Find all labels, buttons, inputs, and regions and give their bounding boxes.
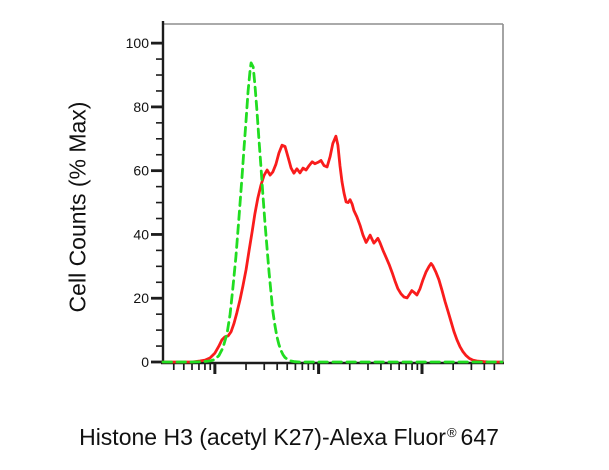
y-tick-label: 40: [133, 226, 149, 242]
x-axis-label: Histone H3 (acetyl K27)-Alexa Fluor® 647: [79, 424, 499, 451]
y-axis-label: Cell Counts (% Max): [64, 101, 91, 313]
y-tick-label: 80: [133, 99, 149, 115]
x-axis-ticks: [172, 364, 496, 374]
y-tick-label: 20: [133, 290, 149, 306]
y-tick-label: 0: [141, 354, 149, 370]
x-axis-label-suffix: 647: [460, 424, 499, 450]
y-tick-label: 100: [126, 35, 150, 51]
red-solid-curve: [161, 134, 504, 364]
y-axis-ticks: 0 20 40 60 80 100: [126, 35, 162, 370]
x-axis-label-text: Histone H3 (acetyl K27)-Alexa Fluor: [79, 424, 446, 450]
green-dashed-curve: [161, 61, 504, 364]
y-tick-label: 60: [133, 163, 149, 179]
registered-trademark-symbol: ®: [446, 425, 457, 440]
